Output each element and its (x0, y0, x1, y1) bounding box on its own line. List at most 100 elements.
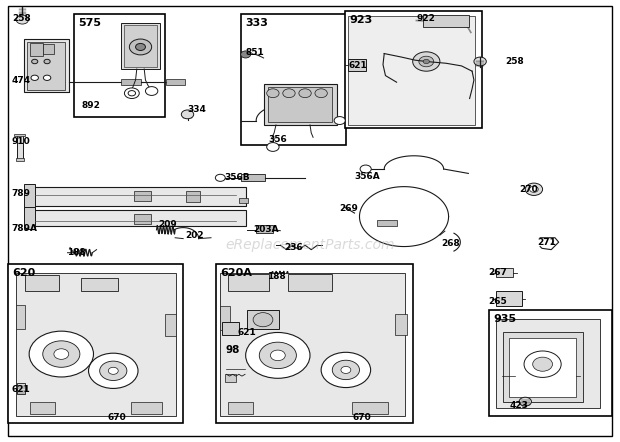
Bar (27, 42, 65, 90)
Circle shape (332, 360, 360, 380)
Bar (495, 319, 600, 408)
Text: 670: 670 (352, 412, 371, 422)
Bar (81, 278, 118, 291)
Bar (241, 174, 265, 181)
Circle shape (525, 183, 542, 195)
Circle shape (321, 352, 371, 388)
Text: 356A: 356A (355, 171, 380, 181)
Text: 851: 851 (245, 48, 264, 57)
Text: 910: 910 (12, 137, 30, 146)
Circle shape (125, 88, 140, 99)
Bar (43, 44, 54, 54)
Bar (16, 158, 24, 161)
Bar (220, 273, 405, 416)
Bar (423, 15, 469, 27)
Bar (352, 402, 388, 414)
Bar (30, 42, 43, 56)
Circle shape (31, 75, 38, 80)
Text: 620: 620 (12, 268, 36, 278)
Bar (17, 383, 25, 394)
Bar (24, 39, 69, 92)
Bar (268, 88, 332, 122)
Bar (241, 14, 346, 145)
Circle shape (136, 43, 146, 50)
Circle shape (43, 75, 51, 80)
Bar (264, 84, 337, 125)
Text: 670: 670 (107, 412, 126, 422)
Bar (125, 25, 157, 67)
Text: 258: 258 (12, 14, 30, 23)
Bar (495, 268, 513, 278)
Bar (134, 191, 151, 201)
Bar (503, 332, 583, 402)
Text: 356: 356 (268, 135, 286, 144)
Bar (16, 273, 175, 416)
Text: 923: 923 (349, 15, 372, 25)
Bar (24, 184, 35, 209)
Bar (220, 306, 229, 330)
Circle shape (241, 51, 250, 58)
Circle shape (423, 59, 430, 64)
Text: 269: 269 (340, 204, 358, 213)
Circle shape (267, 143, 279, 151)
Text: 258: 258 (505, 57, 525, 66)
Text: 270: 270 (519, 185, 538, 194)
Circle shape (267, 89, 279, 98)
Text: 202: 202 (185, 231, 203, 240)
Bar (74, 14, 166, 118)
Bar (396, 313, 407, 335)
Text: 334: 334 (187, 106, 206, 114)
Bar (30, 402, 55, 414)
Circle shape (253, 312, 273, 327)
Circle shape (474, 57, 486, 66)
Bar (24, 207, 35, 229)
Circle shape (259, 342, 296, 369)
Bar (239, 198, 248, 203)
Text: 188: 188 (267, 271, 285, 281)
Bar (122, 23, 160, 69)
Bar (131, 402, 162, 414)
Circle shape (299, 89, 311, 98)
Text: 423: 423 (509, 401, 528, 410)
Circle shape (130, 39, 152, 55)
Text: 621: 621 (12, 385, 30, 394)
Circle shape (146, 87, 158, 95)
Circle shape (519, 397, 531, 406)
Circle shape (334, 117, 345, 125)
Bar (255, 225, 273, 233)
Text: 621: 621 (348, 61, 367, 70)
Circle shape (89, 353, 138, 389)
Bar (8, 264, 182, 423)
Bar (17, 135, 23, 159)
Circle shape (341, 366, 351, 373)
Circle shape (181, 110, 193, 119)
Text: 922: 922 (417, 14, 435, 23)
Bar (247, 310, 279, 329)
Circle shape (283, 89, 295, 98)
Bar (134, 214, 151, 224)
Text: 236: 236 (284, 243, 303, 252)
Circle shape (108, 367, 118, 374)
Text: 267: 267 (488, 268, 507, 278)
Text: 271: 271 (538, 238, 557, 247)
Bar (224, 374, 236, 382)
Text: 188: 188 (68, 248, 86, 257)
Text: 789A: 789A (12, 225, 38, 233)
Bar (222, 342, 273, 384)
Bar (186, 191, 200, 202)
Bar (30, 210, 246, 226)
Bar (165, 314, 175, 335)
Text: 356B: 356B (224, 173, 250, 182)
Circle shape (54, 349, 69, 359)
Text: 789: 789 (12, 189, 31, 198)
Text: 268: 268 (441, 240, 460, 248)
Text: 892: 892 (81, 101, 100, 110)
Bar (377, 220, 397, 226)
Bar (14, 134, 25, 137)
Bar (509, 338, 576, 397)
Circle shape (533, 357, 552, 371)
Text: 575: 575 (78, 18, 101, 28)
Bar (228, 402, 253, 414)
Bar (345, 11, 482, 128)
Text: 203A: 203A (253, 225, 279, 234)
